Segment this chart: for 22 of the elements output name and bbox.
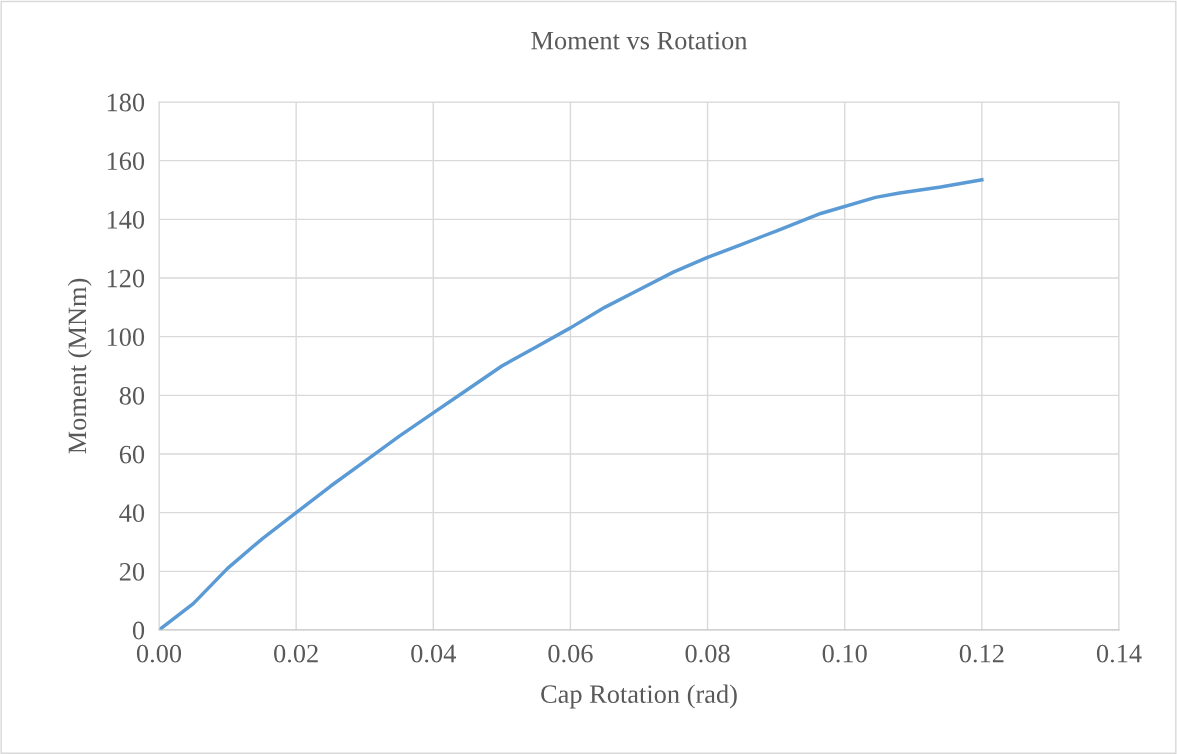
x-tick-label: 0.14 bbox=[1096, 644, 1142, 663]
x-tick-label: 0.10 bbox=[822, 644, 867, 663]
y-tick-label: 40 bbox=[119, 504, 145, 523]
x-tick-label: 0.04 bbox=[411, 644, 456, 663]
y-axis-title: Moment (MNm) bbox=[67, 278, 92, 454]
line-series bbox=[159, 177, 984, 630]
x-tick-label: 0.06 bbox=[548, 644, 593, 663]
y-tick-label: 100 bbox=[107, 328, 145, 347]
y-tick-label: 80 bbox=[119, 386, 145, 405]
x-axis-title: Cap Rotation (rad) bbox=[541, 684, 737, 709]
y-tick-label: 0 bbox=[132, 621, 145, 640]
x-tick-label: 0.00 bbox=[136, 644, 182, 663]
chart-title: Moment vs Rotation bbox=[531, 31, 748, 50]
y-tick-label: 180 bbox=[107, 93, 145, 112]
y-tick-label: 60 bbox=[119, 445, 145, 464]
x-tick-label: 0.02 bbox=[274, 644, 318, 663]
x-tick-label: 0.12 bbox=[959, 644, 1004, 663]
y-tick-label: 120 bbox=[107, 269, 145, 288]
x-tick-label: 0.08 bbox=[685, 644, 730, 663]
y-tick-label: 160 bbox=[107, 152, 145, 171]
y-tick-label: 140 bbox=[107, 210, 145, 229]
y-tick-label: 20 bbox=[119, 562, 145, 581]
